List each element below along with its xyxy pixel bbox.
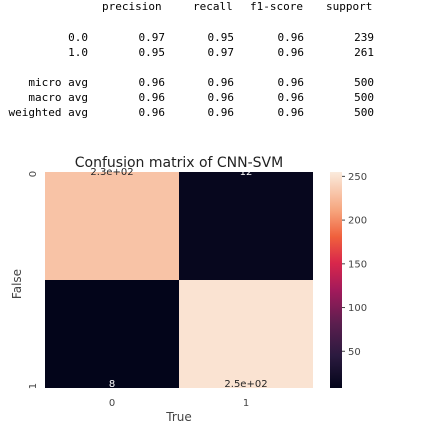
cell-annotation: 8 — [109, 379, 115, 390]
report-cell: 0.96 — [277, 76, 305, 89]
report-cell: 0.96 — [207, 76, 235, 89]
report-cell: 0.95 — [207, 31, 235, 44]
report-cell: 0.96 — [277, 46, 305, 59]
report-cell: 0.97 — [207, 46, 235, 59]
heatmap-cell — [45, 280, 179, 388]
cell-annotation: 2.3e+02 — [90, 167, 133, 178]
report-cell: 239 — [354, 31, 374, 44]
report-cell: 0.96 — [207, 106, 235, 119]
cell-annotation: 2.5e+02 — [224, 379, 267, 390]
colorbar-tick-label: 200 — [348, 216, 367, 227]
heatmap-cells — [45, 172, 313, 388]
x-tick-label: 1 — [243, 398, 249, 409]
report-header-f1: f1-score — [250, 0, 303, 13]
report-cell: 0.96 — [207, 91, 235, 104]
report-cell: 0.96 — [138, 91, 166, 104]
heatmap-cell — [45, 172, 179, 280]
heatmap-annotations: 2.3e+02 12 8 2.5e+02 — [90, 167, 267, 390]
colorbar-tick-label: 150 — [348, 259, 367, 270]
x-axis-label: True — [165, 410, 192, 424]
report-header-precision: precision — [102, 0, 162, 13]
confusion-matrix-chart: Confusion matrix of CNN-SVM 2.3e+02 128 2.… — [10, 155, 367, 424]
report-cell: 0.96 — [277, 31, 305, 44]
report-row-label: macro avg — [28, 91, 88, 104]
report-cell: 0.96 — [277, 106, 305, 119]
report-row-label: 0.0 — [68, 31, 88, 44]
report-cell: 500 — [354, 106, 374, 119]
y-tick-labels: 01 — [28, 171, 39, 389]
colorbar-tick-label: 100 — [348, 303, 367, 314]
x-tick-label: 0 — [109, 398, 115, 409]
chart-title: Confusion matrix of CNN-SVM — [75, 155, 283, 171]
colorbar-tick-label: 250 — [348, 172, 367, 183]
cell-annotation: 12 — [240, 167, 253, 178]
report-row-label: 1.0 — [68, 46, 88, 59]
y-tick-label: 0 — [28, 171, 39, 177]
report-cell: 0.95 — [138, 46, 166, 59]
colorbar-ticks: 50 100 150 200 250 — [342, 172, 367, 358]
colorbar-tick-label: 50 — [348, 347, 361, 358]
report-cell: 0.97 — [138, 31, 166, 44]
report-header-support: support — [326, 0, 373, 13]
y-tick-label: 1 — [28, 383, 39, 389]
report-cell: 261 — [354, 46, 374, 59]
y-axis-label: False — [10, 269, 24, 299]
classification-report: precision recall f1-score support 0.0 0.… — [0, 0, 427, 130]
report-cell: 500 — [354, 76, 374, 89]
report-row-label: micro avg — [28, 76, 88, 89]
report-cell: 500 — [354, 91, 374, 104]
colorbar — [330, 172, 342, 388]
report-header-recall: recall — [193, 0, 233, 13]
heatmap-cell — [179, 280, 313, 388]
report-cell: 0.96 — [277, 91, 305, 104]
report-row-label: weighted avg — [8, 106, 88, 119]
report-cell: 0.96 — [138, 106, 166, 119]
heatmap-cell — [179, 172, 313, 280]
report-cell: 0.96 — [138, 76, 166, 89]
